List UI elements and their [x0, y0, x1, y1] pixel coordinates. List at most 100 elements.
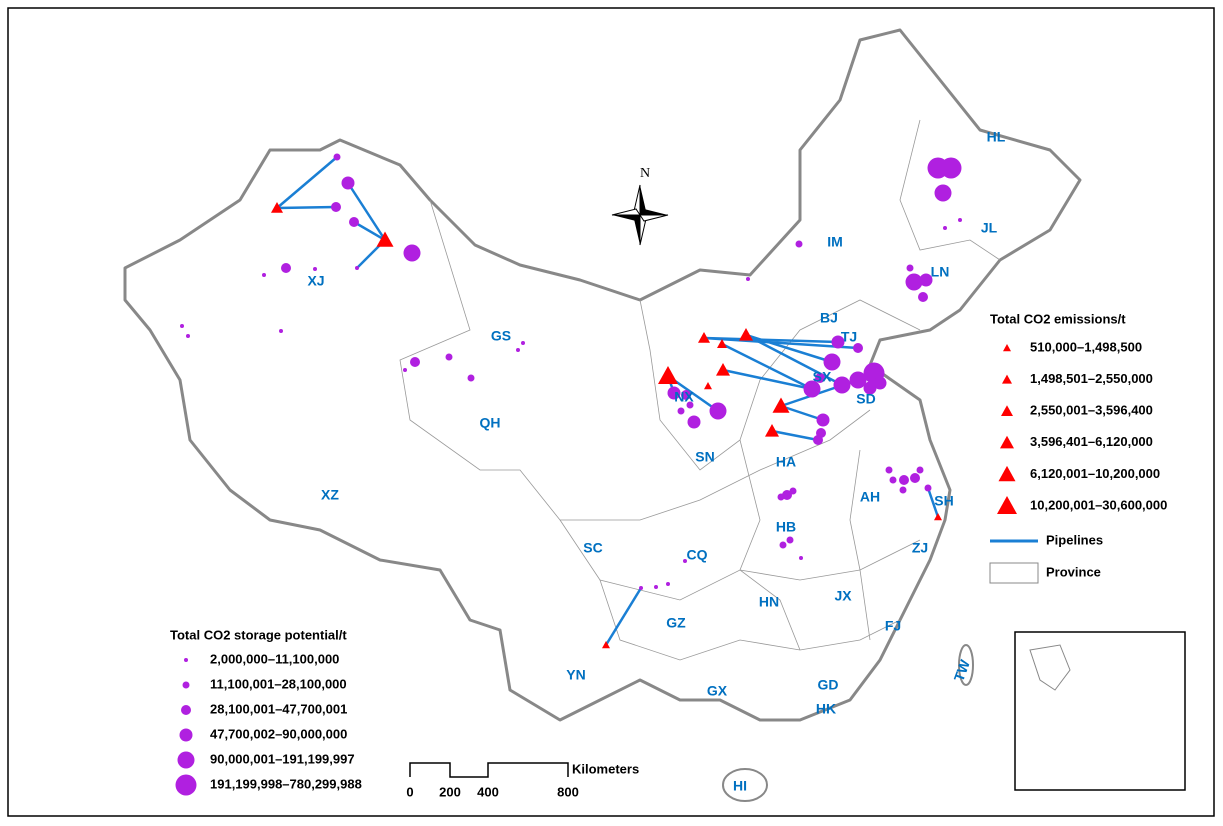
pipeline: [721, 342, 813, 391]
legend-symbol: [181, 705, 191, 715]
emission-source: [716, 363, 730, 376]
storage-site: [813, 435, 823, 445]
storage-site: [410, 357, 420, 367]
hainan-outline: [722, 768, 768, 802]
storage-site: [681, 390, 691, 400]
storage-site: [889, 476, 897, 484]
legend-label: 191,199,998–780,299,988: [210, 776, 362, 791]
province-label: NX: [674, 389, 694, 405]
province-label: JL: [981, 220, 998, 236]
legend-title: Total CO2 emissions/t: [990, 311, 1126, 326]
storage-site: [683, 559, 687, 563]
legend-label: 3,596,401–6,120,000: [1030, 434, 1153, 449]
scale-label: 800: [557, 784, 579, 799]
province-label: FJ: [885, 618, 901, 634]
province-label: GX: [707, 683, 728, 699]
emission-source: [772, 397, 790, 413]
legend-label: 510,000–1,498,500: [1030, 339, 1142, 354]
storage-site: [341, 176, 355, 190]
province-label: SH: [934, 493, 953, 509]
pipeline: [780, 404, 824, 422]
pipeline: [276, 205, 337, 210]
province-label: SN: [695, 449, 714, 465]
storage-site: [885, 466, 893, 474]
storage-site: [746, 277, 750, 281]
storage-site: [910, 473, 920, 483]
storage-site: [823, 353, 841, 371]
province-label: TW: [951, 657, 974, 684]
legend-symbol: [1002, 374, 1012, 384]
storage-site: [262, 273, 266, 277]
storage-site: [777, 493, 785, 501]
province-label: HA: [776, 454, 796, 470]
storage-site: [445, 353, 453, 361]
storage-site: [709, 402, 727, 420]
legend-symbol: [1000, 435, 1014, 449]
scale-unit: Kilometers: [572, 761, 639, 776]
legend-symbol: [998, 465, 1016, 482]
storage-site: [905, 273, 923, 291]
emission-source: [739, 328, 753, 341]
storage-site: [919, 273, 933, 287]
pipeline: [771, 429, 819, 442]
storage-site: [667, 386, 681, 400]
storage-site: [863, 381, 877, 395]
storage-site: [516, 348, 520, 352]
legend-symbol: [175, 774, 197, 796]
emission-source: [658, 366, 678, 384]
storage-site: [281, 263, 291, 273]
legend-symbol: [177, 751, 195, 769]
storage-site: [924, 484, 932, 492]
province-label: XJ: [307, 273, 324, 289]
province-label: QH: [480, 415, 501, 431]
legend-label: 10,200,001–30,600,000: [1030, 497, 1167, 512]
storage-site: [355, 266, 359, 270]
province-label: ZJ: [912, 540, 928, 556]
province-label: TJ: [841, 329, 857, 345]
storage-site: [789, 487, 797, 495]
storage-site: [943, 226, 947, 230]
storage-site: [313, 267, 317, 271]
storage-site: [899, 486, 907, 494]
storage-site: [686, 401, 694, 409]
province-label: XZ: [321, 487, 339, 503]
legend-label: 2,550,001–3,596,400: [1030, 403, 1153, 418]
storage-site: [940, 157, 962, 179]
storage-site: [803, 380, 821, 398]
emission-source: [376, 231, 394, 247]
storage-site: [403, 368, 407, 372]
storage-site: [816, 413, 830, 427]
taiwan-outline: [958, 644, 974, 686]
pipeline: [346, 182, 387, 241]
compass: [611, 184, 669, 246]
pipeline: [604, 587, 643, 646]
storage-site: [779, 541, 787, 549]
legend-symbol: [182, 681, 190, 689]
province-label: HK: [816, 701, 836, 717]
compass-label: N: [640, 166, 650, 181]
emission-source: [698, 332, 710, 343]
storage-site: [467, 374, 475, 382]
legend-label: 90,000,001–191,199,997: [210, 751, 355, 766]
legend-label: 2,000,000–11,100,000: [210, 651, 339, 666]
storage-site: [899, 475, 909, 485]
legend-label: Pipelines: [1046, 532, 1103, 547]
pipeline: [745, 333, 833, 364]
legend-symbol: [989, 562, 1039, 584]
pipeline: [353, 220, 386, 242]
emission-source: [704, 382, 712, 390]
pipeline: [722, 368, 813, 391]
storage-site: [521, 341, 525, 345]
legend-label: 47,700,002–90,000,000: [210, 726, 347, 741]
storage-site: [687, 415, 701, 429]
legend-label: 28,100,001–47,700,001: [210, 701, 347, 716]
storage-site: [677, 407, 685, 415]
province-label: YN: [566, 667, 585, 683]
storage-site: [873, 376, 887, 390]
storage-site: [782, 490, 792, 500]
storage-site: [639, 586, 643, 590]
storage-site: [666, 582, 670, 586]
storage-site: [654, 585, 658, 589]
storage-site: [815, 373, 825, 383]
